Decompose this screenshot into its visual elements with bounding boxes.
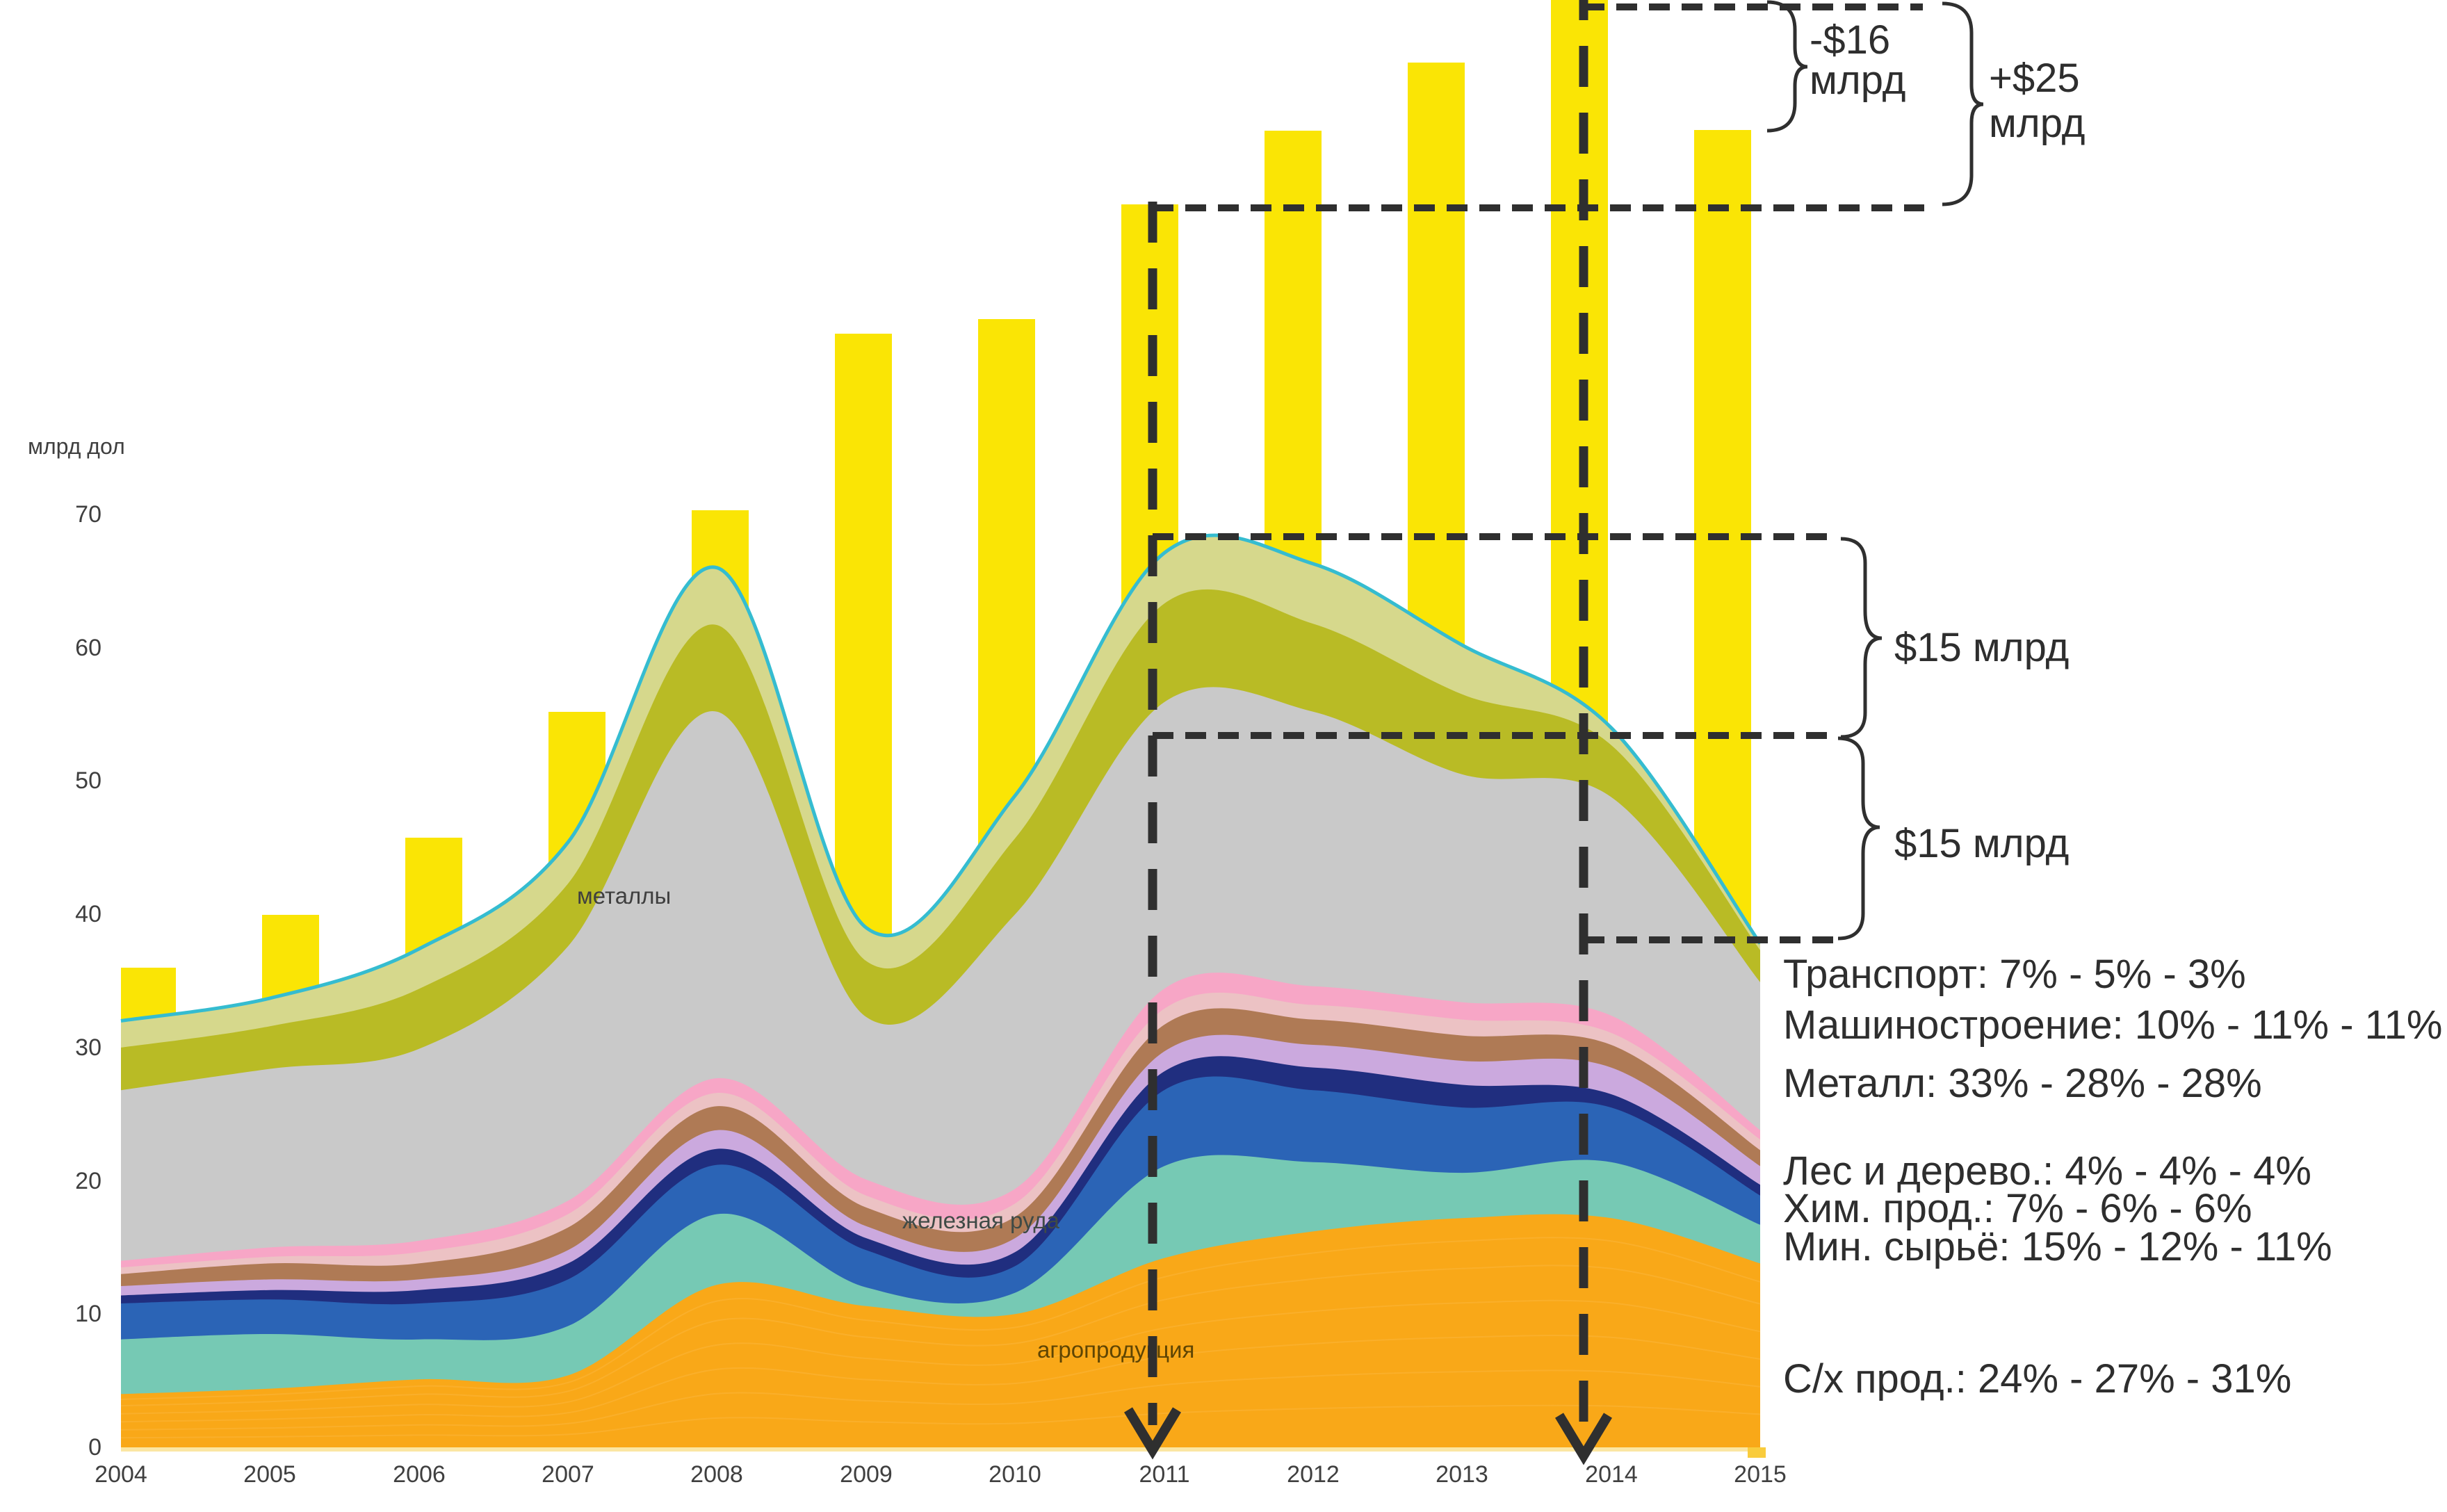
svg-text:2015: 2015 xyxy=(1734,1461,1787,1488)
svg-text:60: 60 xyxy=(75,635,101,661)
svg-text:млрд дол: млрд дол xyxy=(28,434,125,459)
svg-text:Металл: 33% - 28% - 28%: Металл: 33% - 28% - 28% xyxy=(1783,1061,2262,1106)
svg-text:$15 млрд: $15 млрд xyxy=(1894,821,2069,866)
svg-text:железная руда: железная руда xyxy=(902,1208,1060,1233)
svg-text:2011: 2011 xyxy=(1139,1461,1189,1488)
svg-text:50: 50 xyxy=(75,767,101,794)
svg-text:Лес и дерево.: 4% - 4% - 4%: Лес и дерево.: 4% - 4% - 4% xyxy=(1783,1148,2311,1194)
svg-text:+$25: +$25 xyxy=(1989,56,2080,101)
svg-text:Хим. прод.: 7% - 6% - 6%: Хим. прод.: 7% - 6% - 6% xyxy=(1783,1186,2252,1231)
svg-text:агропродукция: агропродукция xyxy=(1037,1337,1194,1363)
svg-text:2012: 2012 xyxy=(1287,1461,1340,1488)
svg-text:С/х прод.: 24% - 27% - 31%: С/х прод.: 24% - 27% - 31% xyxy=(1783,1356,2291,1401)
svg-text:Машиностроение: 10% - 11% - 11: Машиностроение: 10% - 11% - 11% xyxy=(1783,1002,2442,1048)
svg-text:30: 30 xyxy=(75,1034,101,1061)
svg-text:2009: 2009 xyxy=(840,1461,893,1488)
svg-text:2013: 2013 xyxy=(1436,1461,1488,1488)
svg-text:млрд: млрд xyxy=(1989,101,2086,146)
svg-text:0: 0 xyxy=(88,1434,101,1461)
svg-text:2008: 2008 xyxy=(690,1461,743,1488)
svg-text:40: 40 xyxy=(75,901,101,927)
svg-text:2004: 2004 xyxy=(95,1461,147,1488)
svg-text:2007: 2007 xyxy=(542,1461,594,1488)
svg-text:2014: 2014 xyxy=(1585,1461,1638,1488)
svg-text:70: 70 xyxy=(75,501,101,528)
svg-text:10: 10 xyxy=(75,1301,101,1327)
svg-text:2010: 2010 xyxy=(989,1461,1041,1488)
svg-text:-$16: -$16 xyxy=(1810,17,1890,63)
svg-text:Транспорт: 7% - 5% - 3%: Транспорт: 7% - 5% - 3% xyxy=(1783,952,2246,997)
svg-text:20: 20 xyxy=(75,1168,101,1194)
svg-text:металлы: металлы xyxy=(577,883,671,909)
svg-text:2006: 2006 xyxy=(393,1461,446,1488)
svg-text:2005: 2005 xyxy=(243,1461,296,1488)
svg-text:млрд: млрд xyxy=(1810,58,1906,103)
svg-text:Мин. сырьё: 15% - 12% - 11%: Мин. сырьё: 15% - 12% - 11% xyxy=(1783,1224,2332,1269)
svg-text:$15 млрд: $15 млрд xyxy=(1894,625,2069,670)
